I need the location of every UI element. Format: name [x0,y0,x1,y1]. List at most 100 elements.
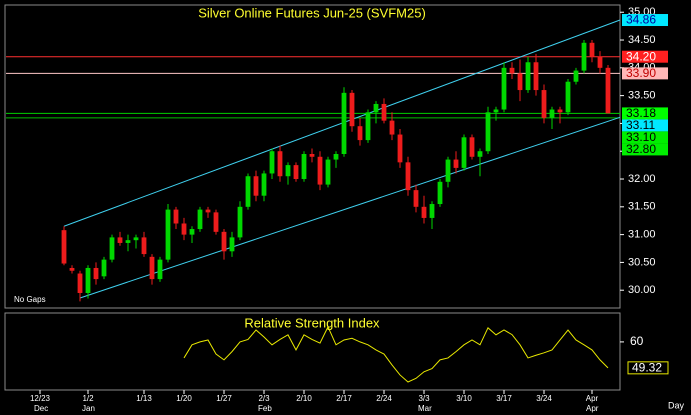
candle-body [293,165,299,180]
candle-body [221,231,227,252]
candle-body [237,206,243,238]
candle-body [453,159,459,168]
x-tick-label: 1/2 [82,394,94,403]
candle-body [493,109,499,113]
candle-body [125,240,131,243]
x-tick-label: 3/3 [418,394,430,403]
price-marker [622,107,668,120]
candle-body [101,259,107,277]
x-tick-label: Apr [586,394,599,403]
x-tick-label: 1/20 [176,394,192,403]
y-tick-label: 34.50 [628,34,656,46]
candle-body [61,230,67,264]
price-marker-label: 34.20 [626,49,656,63]
chart-title: Silver Online Futures Jun-25 (SVFM25) [198,5,426,20]
candle-body [533,62,539,91]
price-marker [622,14,668,27]
candle-body [461,137,467,168]
candle-body [373,103,379,113]
candle-body [77,273,83,293]
month-label: Feb [258,404,272,413]
price-marker-label: 33.11 [626,118,655,132]
candle-body [253,176,259,196]
price-marker [622,67,668,80]
price-marker [622,119,668,132]
candle-body [389,120,395,135]
price-marker [622,50,668,63]
candle-body [501,67,507,110]
candle-body [325,159,331,185]
candle-body [589,42,595,57]
candle-body [133,237,139,241]
candle-body [341,92,347,154]
candle-body [437,181,443,205]
candle-body [85,267,91,293]
candle-body [405,162,411,191]
candle-body [117,237,123,243]
price-marker [622,143,668,156]
month-label: Jan [82,404,95,413]
month-label: Apr [586,404,599,413]
candle-body [93,267,99,280]
candle-body [397,134,403,163]
candle-body [261,173,267,196]
candle-body [469,137,475,157]
y-tick-label: 31.00 [628,229,656,241]
candle-body [301,153,307,180]
price-marker-label: 32.80 [626,142,656,156]
candle-body [413,190,419,207]
candle-body [509,67,515,74]
candle-body [605,67,611,114]
y-tick-label: 33.50 [628,90,656,102]
candle-body [597,56,603,68]
candle-body [173,209,179,224]
candle-body [581,42,587,71]
candle-body [365,112,371,141]
x-tick-label: 2/17 [336,394,352,403]
candle-body [181,223,187,235]
candle-body [141,237,147,255]
candle-body [149,256,155,280]
y-tick-label: 30.50 [628,256,656,268]
candle-body [477,151,483,157]
candle-body [333,153,339,160]
candle-body [485,112,491,152]
candle-body [245,176,251,207]
candle-body [573,70,579,82]
x-tick-label: 2/10 [296,394,312,403]
y-tick-label: 31.50 [628,201,656,213]
candle-body [213,212,219,232]
candle-body [205,209,211,213]
candle-body [445,159,451,182]
candle-body [357,126,363,141]
y-tick-label: 60 [630,334,644,348]
x-axis-label: Day [668,400,685,410]
candle-body [69,267,75,271]
candle-body [309,153,315,157]
month-label: Mar [418,404,432,413]
candle-body [197,209,203,230]
candle-body [189,229,195,235]
rsi-last-marker [627,361,669,375]
x-tick-label: 3/10 [456,394,472,403]
rsi-line [183,325,609,383]
rsi-panel [4,312,621,391]
candle-body [429,204,435,218]
x-tick-label: 12/23 [30,394,51,403]
candle-body [541,90,547,118]
candle-body [317,156,323,185]
candle-body [157,259,163,280]
price-marker-label: 33.18 [626,106,656,120]
candle-body [269,151,275,174]
candle-body [109,237,115,260]
candle-body [229,237,235,252]
price-marker [622,131,668,144]
x-tick-label: 3/24 [536,394,552,403]
candle-body [421,206,427,218]
x-tick-label: 3/17 [496,394,512,403]
x-tick-label: 1/27 [216,394,232,403]
no-gaps-note: No Gaps [14,295,46,304]
month-label: Dec [34,404,48,413]
x-tick-label: 1/13 [136,394,152,403]
channel-line [79,116,621,299]
